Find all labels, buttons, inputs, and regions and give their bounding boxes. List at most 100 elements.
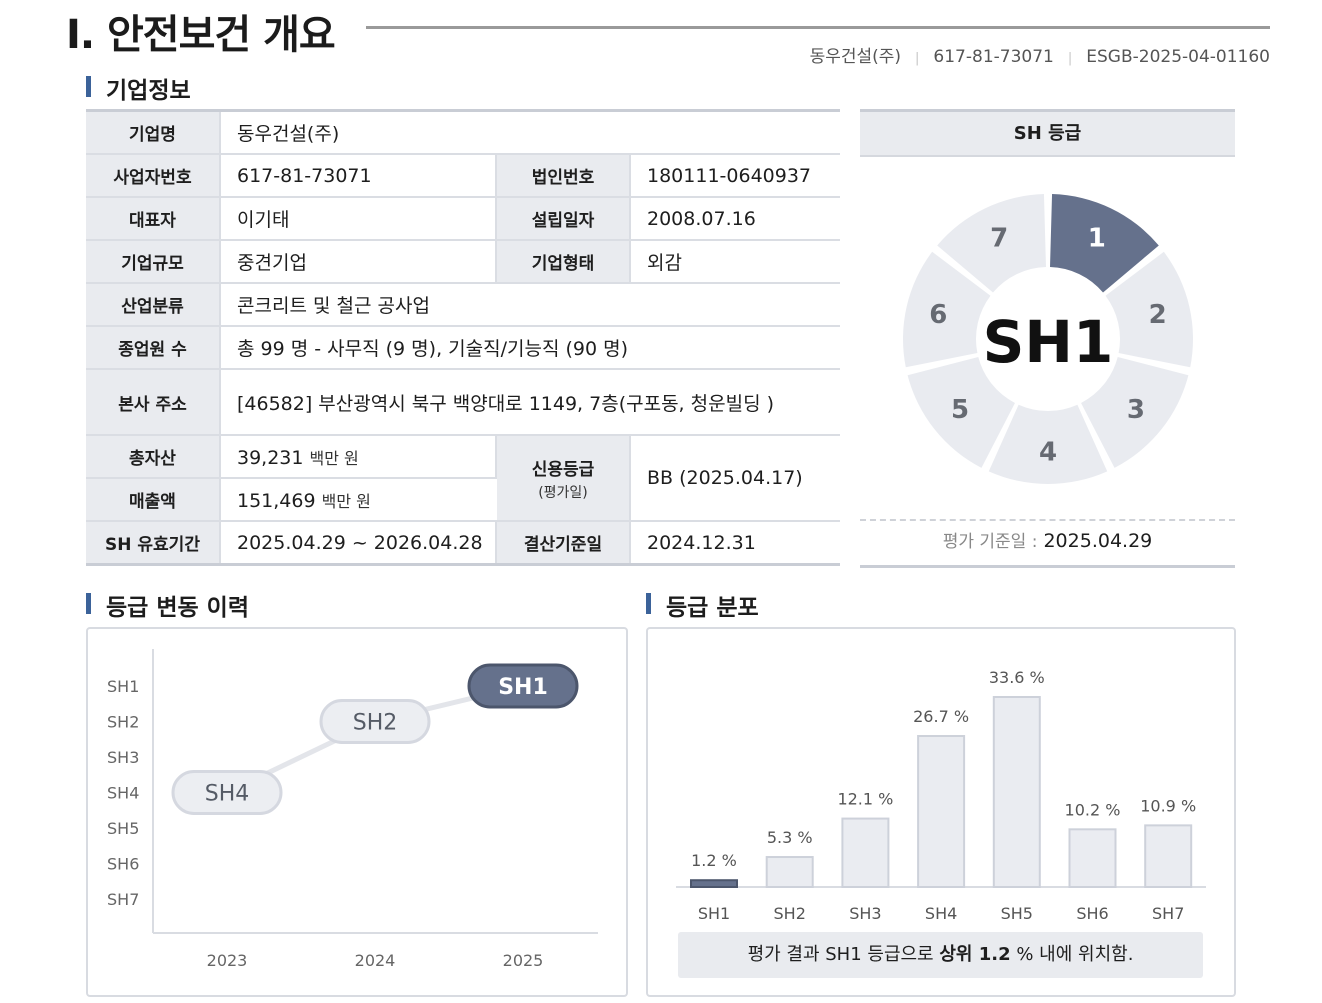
history-point-2025 (467, 663, 579, 709)
summary-prefix: 평가 결과 SH1 등급으로 (747, 944, 940, 965)
assets-label: 총자산 (86, 435, 221, 479)
sh-grade-center: SH1 (983, 308, 1114, 376)
history-y-label: SH7 (107, 890, 139, 909)
page-title: Ⅰ. 안전보건 개요 (66, 12, 336, 58)
summary-suffix: % 내에 위치함. (1010, 944, 1134, 965)
grade-history-chart: SH1 SH2 SH3 SH4 SH5 SH6 SH7 2023 2024 2025 SH4 SH2 S… (107, 649, 598, 970)
section-title-grade-distribution: 등급 분포 (646, 588, 759, 622)
sh-wheel-label-4: 4 (1039, 438, 1057, 468)
distribution-category-label: SH5 (1001, 904, 1033, 923)
assets-number: 39,231 (237, 446, 304, 469)
summary-highlight: 상위 1.2 (939, 944, 1011, 965)
credit-label: 신용등급 (평가일) (496, 435, 631, 522)
sh-wheel-segment-5 (907, 356, 1015, 468)
sh-eval-date-label: 평가 기준일 : (942, 532, 1038, 552)
sh-grade-title: SH 등급 (860, 112, 1235, 157)
validity-value: 2025.04.29 ~ 2026.04.28 (220, 521, 497, 566)
sh-eval-date: 평가 기준일 :2025.04.29 (860, 527, 1235, 552)
distribution-value-label: 33.6 % (989, 668, 1045, 687)
sh-wheel-segment-2 (1105, 251, 1193, 368)
distribution-category-label: SH2 (774, 904, 806, 923)
history-point-label: SH1 (498, 675, 548, 700)
industry-label: 산업분류 (86, 283, 221, 327)
sh-grade-wheel: 1 2 3 4 5 6 7 SH1 (903, 194, 1193, 484)
history-x-label: 2025 (503, 951, 544, 970)
credit-label-text: 신용등급 (531, 459, 595, 480)
distribution-category-label: SH1 (698, 904, 730, 923)
sh-wheel-label-7: 7 (990, 224, 1008, 254)
distribution-bar-SH4 (917, 735, 966, 889)
sales-number: 151,469 (237, 489, 316, 512)
title-divider (366, 26, 1270, 29)
distribution-category-label: SH6 (1076, 904, 1108, 923)
employees-value: 총 99 명 - 사무직 (9 명), 기술직/기능직 (90 명) (220, 326, 841, 370)
sh-wheel-label-1: 1 (1088, 224, 1106, 254)
history-x-label: 2023 (207, 951, 248, 970)
distribution-bar-SH6 (1068, 828, 1117, 888)
table-row: 종업원 수 총 99 명 - 사무직 (9 명), 기술직/기능직 (90 명) (86, 326, 841, 370)
section-title-grade-history: 등급 변동 이력 (86, 588, 249, 622)
table-row: 매출액 151,469 백만 원 (86, 478, 840, 522)
sh-wheel-label-2: 2 (1149, 300, 1167, 330)
corp-no-label: 법인번호 (496, 154, 631, 198)
credit-value: BB (2025.04.17) (630, 435, 841, 522)
distribution-bar-SH2 (765, 856, 814, 888)
distribution-value-label: 10.9 % (1140, 796, 1196, 815)
biz-no-label: 사업자번호 (86, 154, 221, 198)
sales-unit: 백만 원 (321, 491, 371, 511)
closing-date-value: 2024.12.31 (630, 521, 841, 566)
company-type-label: 기업형태 (496, 240, 631, 284)
sh-wheel-segment-4 (988, 404, 1108, 484)
sales-label: 매출액 (86, 478, 221, 522)
history-x-label: 2024 (355, 951, 396, 970)
sh-wheel-segment-1 (1050, 194, 1159, 293)
company-name-label: 기업명 (86, 110, 221, 155)
est-date-label: 설립일자 (496, 197, 631, 241)
distribution-bar-SH7 (1144, 824, 1193, 889)
sh-wheel-label-5: 5 (951, 395, 969, 425)
distribution-value-label: 26.7 % (913, 707, 969, 726)
closing-date-label: 결산기준일 (496, 521, 631, 566)
est-date-value: 2008.07.16 (630, 197, 841, 241)
history-y-label: SH2 (107, 713, 139, 732)
distribution-category-label: SH7 (1152, 904, 1184, 923)
company-type-value: 외감 (630, 240, 841, 284)
sh-wheel-segment-6 (903, 251, 991, 368)
meta-separator: | (1067, 51, 1073, 66)
sh-wheel-segment-7 (937, 194, 1046, 293)
assets-value: 39,231 백만 원 (220, 435, 497, 479)
history-point-label: SH4 (205, 782, 250, 807)
sh-card-divider (860, 519, 1235, 521)
industry-value: 콘크리트 및 철근 공사업 (220, 283, 841, 327)
history-y-label: SH4 (107, 784, 139, 803)
distribution-bar-SH1 (690, 879, 738, 888)
sh-wheel-label-3: 3 (1127, 395, 1145, 425)
assets-unit: 백만 원 (309, 448, 359, 468)
company-name-value: 동우건설(주) (220, 110, 841, 155)
sh-grade-card: SH 등급 1 2 3 4 5 6 7 SH1 평가 기준일 :2025.04.29 (860, 109, 1235, 568)
table-row: 대표자 이기태 설립일자 2008.07.16 (86, 197, 841, 241)
distribution-value-label: 10.2 % (1065, 800, 1121, 819)
meta-company: 동우건설(주) (809, 47, 902, 67)
biz-no-value: 617-81-73071 (220, 154, 497, 198)
validity-label: SH 유효기간 (86, 521, 221, 566)
distribution-value-label: 5.3 % (767, 828, 813, 847)
grade-history-panel: SH1 SH2 SH3 SH4 SH5 SH6 SH7 2023 2024 2025 SH4 SH2 S… (86, 627, 628, 997)
history-y-label: SH1 (107, 677, 139, 696)
ceo-label: 대표자 (86, 197, 221, 241)
scale-value: 중견기업 (220, 240, 497, 284)
table-row: 본사 주소 [46582] 부산광역시 북구 백양대로 1149, 7층(구포동… (86, 369, 841, 436)
distribution-bar-SH3 (841, 817, 890, 888)
history-point-label: SH2 (353, 711, 398, 736)
table-row: SH 유효기간 2025.04.29 ~ 2026.04.28 결산기준일 20… (86, 521, 841, 566)
history-point-2024 (319, 699, 431, 744)
distribution-bar-SH5 (992, 696, 1041, 888)
meta-doc-id: ESGB-2025-04-01160 (1086, 47, 1270, 67)
distribution-category-label: SH4 (925, 904, 957, 923)
distribution-summary: 평가 결과 SH1 등급으로 상위 1.2 % 내에 위치함. (678, 932, 1203, 978)
table-row: 기업규모 중견기업 기업형태 외감 (86, 240, 841, 284)
history-y-label: SH3 (107, 748, 139, 767)
document-meta: 동우건설(주) | 617-81-73071 | ESGB-2025-04-01160 (810, 42, 1270, 67)
address-label: 본사 주소 (86, 369, 221, 436)
sh-eval-date-value: 2025.04.29 (1043, 530, 1153, 552)
